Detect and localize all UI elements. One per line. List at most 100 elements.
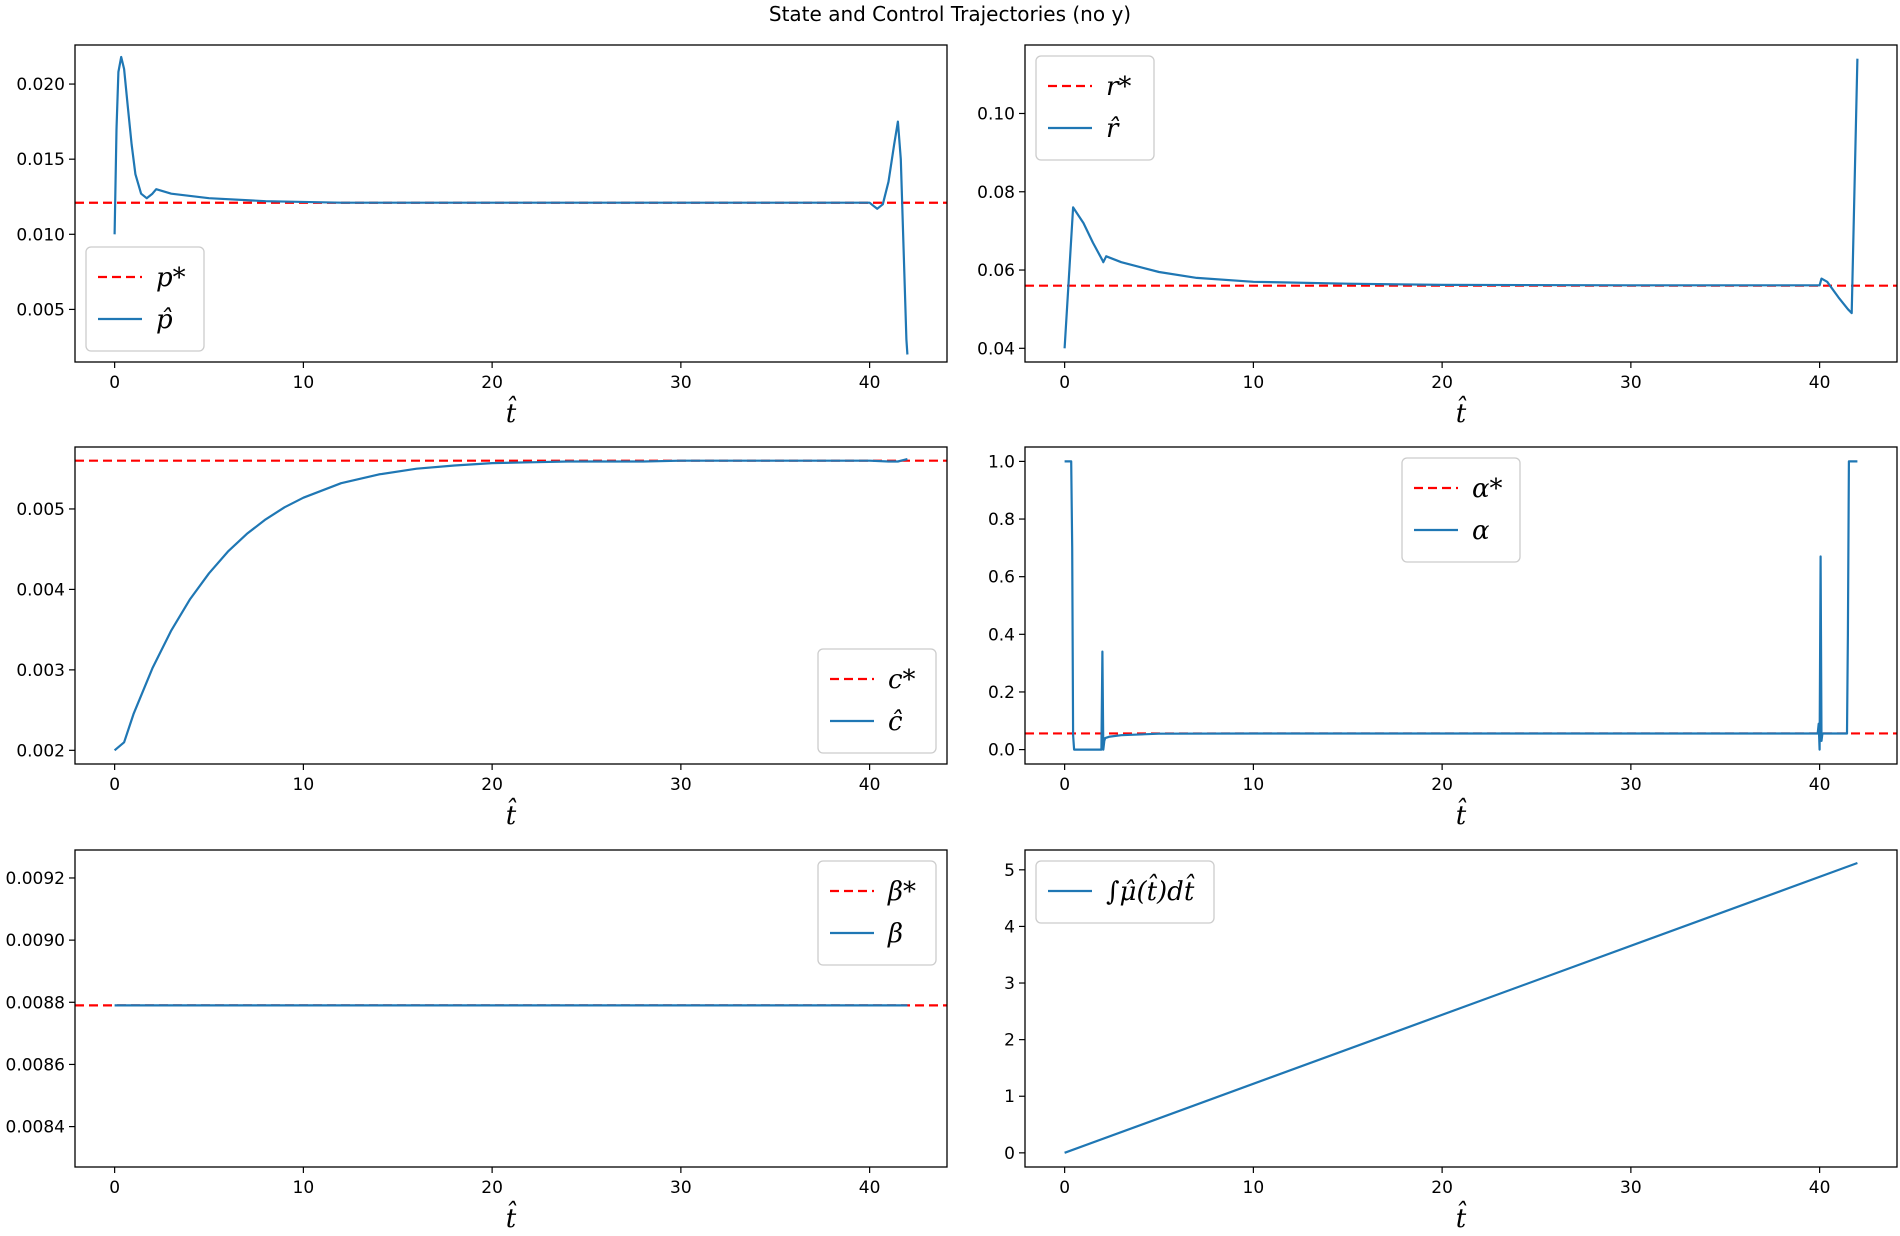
y-tick-label: 0.2 — [988, 683, 1015, 703]
series-line-r — [1063, 58, 1859, 349]
axes-frame-beta — [74, 849, 948, 1168]
y-tick-label: 0.020 — [16, 75, 65, 95]
axes-frame-mu_integral — [1024, 849, 1898, 1168]
legend-label: c* — [888, 665, 916, 695]
x-tick-label: 10 — [293, 373, 315, 393]
x-tick-label: 30 — [1620, 1178, 1642, 1198]
x-tick-label: 30 — [1620, 373, 1642, 393]
y-tick-label: 0.002 — [16, 741, 65, 761]
y-tick-label: 0.0088 — [6, 993, 65, 1013]
legend-label: ĉ — [888, 707, 903, 737]
legend-label: β — [887, 919, 903, 949]
legend-frame — [1035, 860, 1215, 924]
y-tick-label: 5 — [1004, 861, 1015, 881]
figure-title: State and Control Trajectories (no y) — [769, 2, 1131, 26]
y-tick-label: 0.0090 — [6, 931, 65, 951]
legend-label: ∫μ̂(t̂)dt̂ — [1106, 873, 1195, 907]
subplot-alpha: 0 10 20 30 40 0.0 0.2 0.4 0.6 0.8 1.0 t̂ α* α — [988, 446, 1898, 831]
x-tick-label: 40 — [859, 775, 881, 795]
x-tick-label: 40 — [859, 373, 881, 393]
legend-label: α* — [1472, 474, 1503, 504]
x-tick-label: 20 — [481, 373, 503, 393]
x-tick-label: 20 — [481, 775, 503, 795]
y-tick-label: 0.003 — [16, 661, 65, 681]
subplot-mu-integral: 0 10 20 30 40 0 1 2 3 4 5 t̂ ∫μ̂(t̂)dt̂ — [1004, 849, 1898, 1234]
series-line-p — [113, 55, 909, 355]
legend-alpha: α* α — [1401, 457, 1521, 563]
x-tick-label: 30 — [670, 373, 692, 393]
y-tick-label: 0.015 — [16, 150, 65, 170]
legend-label: r* — [1106, 72, 1131, 102]
series-line-c — [113, 458, 908, 752]
y-tick-label: 0.10 — [977, 104, 1015, 124]
x-axis-label-mu_integral: t̂ — [1456, 1200, 1468, 1234]
legend-beta: β* β — [817, 860, 937, 966]
y-tick-label: 0.06 — [977, 261, 1015, 281]
y-tick-label: 0.4 — [988, 625, 1015, 645]
axes-frame-p — [74, 44, 948, 363]
y-tick-label: 0 — [1004, 1144, 1015, 1164]
legend-mu_integral: ∫μ̂(t̂)dt̂ — [1035, 860, 1215, 924]
legend-label: p̂ — [156, 305, 173, 335]
y-tick-label: 1 — [1004, 1087, 1015, 1107]
x-tick-label: 10 — [293, 775, 315, 795]
y-tick-label: 0.08 — [977, 183, 1015, 203]
legend-label: α — [1472, 516, 1490, 546]
legend-p: p* p̂ — [85, 246, 205, 352]
legend-label: β* — [887, 877, 916, 907]
y-tick-label: 0.0 — [988, 741, 1015, 761]
subplot-p: 0 10 20 30 40 0.005 0.010 0.015 0.020 t̂ p* p̂ — [16, 44, 948, 429]
y-tick-label: 4 — [1004, 917, 1015, 937]
x-tick-label: 40 — [1809, 373, 1831, 393]
legend-frame — [817, 648, 937, 754]
subplot-beta: 0 10 20 30 40 0.0084 0.0086 0.0088 0.0090 0.0092 t… — [6, 849, 948, 1234]
legend-frame — [1401, 457, 1521, 563]
x-tick-label: 30 — [670, 775, 692, 795]
x-tick-label: 0 — [109, 1178, 120, 1198]
y-tick-label: 0.010 — [16, 225, 65, 245]
x-tick-label: 0 — [109, 373, 120, 393]
x-tick-label: 0 — [109, 775, 120, 795]
x-tick-label: 10 — [1243, 373, 1265, 393]
y-tick-label: 0.04 — [977, 339, 1015, 359]
x-tick-label: 0 — [1059, 1178, 1070, 1198]
x-tick-label: 30 — [1620, 775, 1642, 795]
axes-frame-c — [74, 446, 948, 765]
x-axis-label-p: t̂ — [506, 395, 518, 429]
legend-frame — [1035, 55, 1155, 161]
subplot-r: 0 10 20 30 40 0.04 0.06 0.08 0.10 t̂ r* r̂ — [977, 44, 1898, 429]
series-line-mu_integral — [1064, 861, 1858, 1154]
axes-frame-alpha — [1024, 446, 1898, 765]
x-tick-label: 0 — [1059, 373, 1070, 393]
x-tick-label: 20 — [1431, 775, 1453, 795]
y-tick-label: 0.0092 — [6, 869, 65, 889]
legend-c: c* ĉ — [817, 648, 937, 754]
x-tick-label: 20 — [481, 1178, 503, 1198]
legend-frame — [817, 860, 937, 966]
y-tick-label: 3 — [1004, 974, 1015, 994]
x-tick-label: 0 — [1059, 775, 1070, 795]
axes-frame-r — [1024, 44, 1898, 363]
x-axis-label-alpha: t̂ — [1456, 797, 1468, 831]
x-tick-label: 40 — [1809, 775, 1831, 795]
series-line-alpha — [1064, 460, 1858, 751]
y-tick-label: 0.005 — [16, 500, 65, 520]
y-tick-label: 0.6 — [988, 568, 1015, 588]
x-tick-label: 10 — [293, 1178, 315, 1198]
x-tick-label: 10 — [1243, 1178, 1265, 1198]
legend-label: r̂ — [1106, 114, 1120, 144]
x-tick-label: 40 — [1809, 1178, 1831, 1198]
x-axis-label-beta: t̂ — [506, 1200, 518, 1234]
y-tick-label: 1.0 — [988, 452, 1015, 472]
x-tick-label: 10 — [1243, 775, 1265, 795]
x-axis-label-r: t̂ — [1456, 395, 1468, 429]
legend-frame — [85, 246, 205, 352]
x-tick-label: 20 — [1431, 1178, 1453, 1198]
y-tick-label: 0.005 — [16, 300, 65, 320]
x-tick-label: 40 — [859, 1178, 881, 1198]
y-tick-label: 0.0084 — [6, 1118, 65, 1138]
x-tick-label: 20 — [1431, 373, 1453, 393]
x-axis-label-c: t̂ — [506, 797, 518, 831]
legend-r: r* r̂ — [1035, 55, 1155, 161]
